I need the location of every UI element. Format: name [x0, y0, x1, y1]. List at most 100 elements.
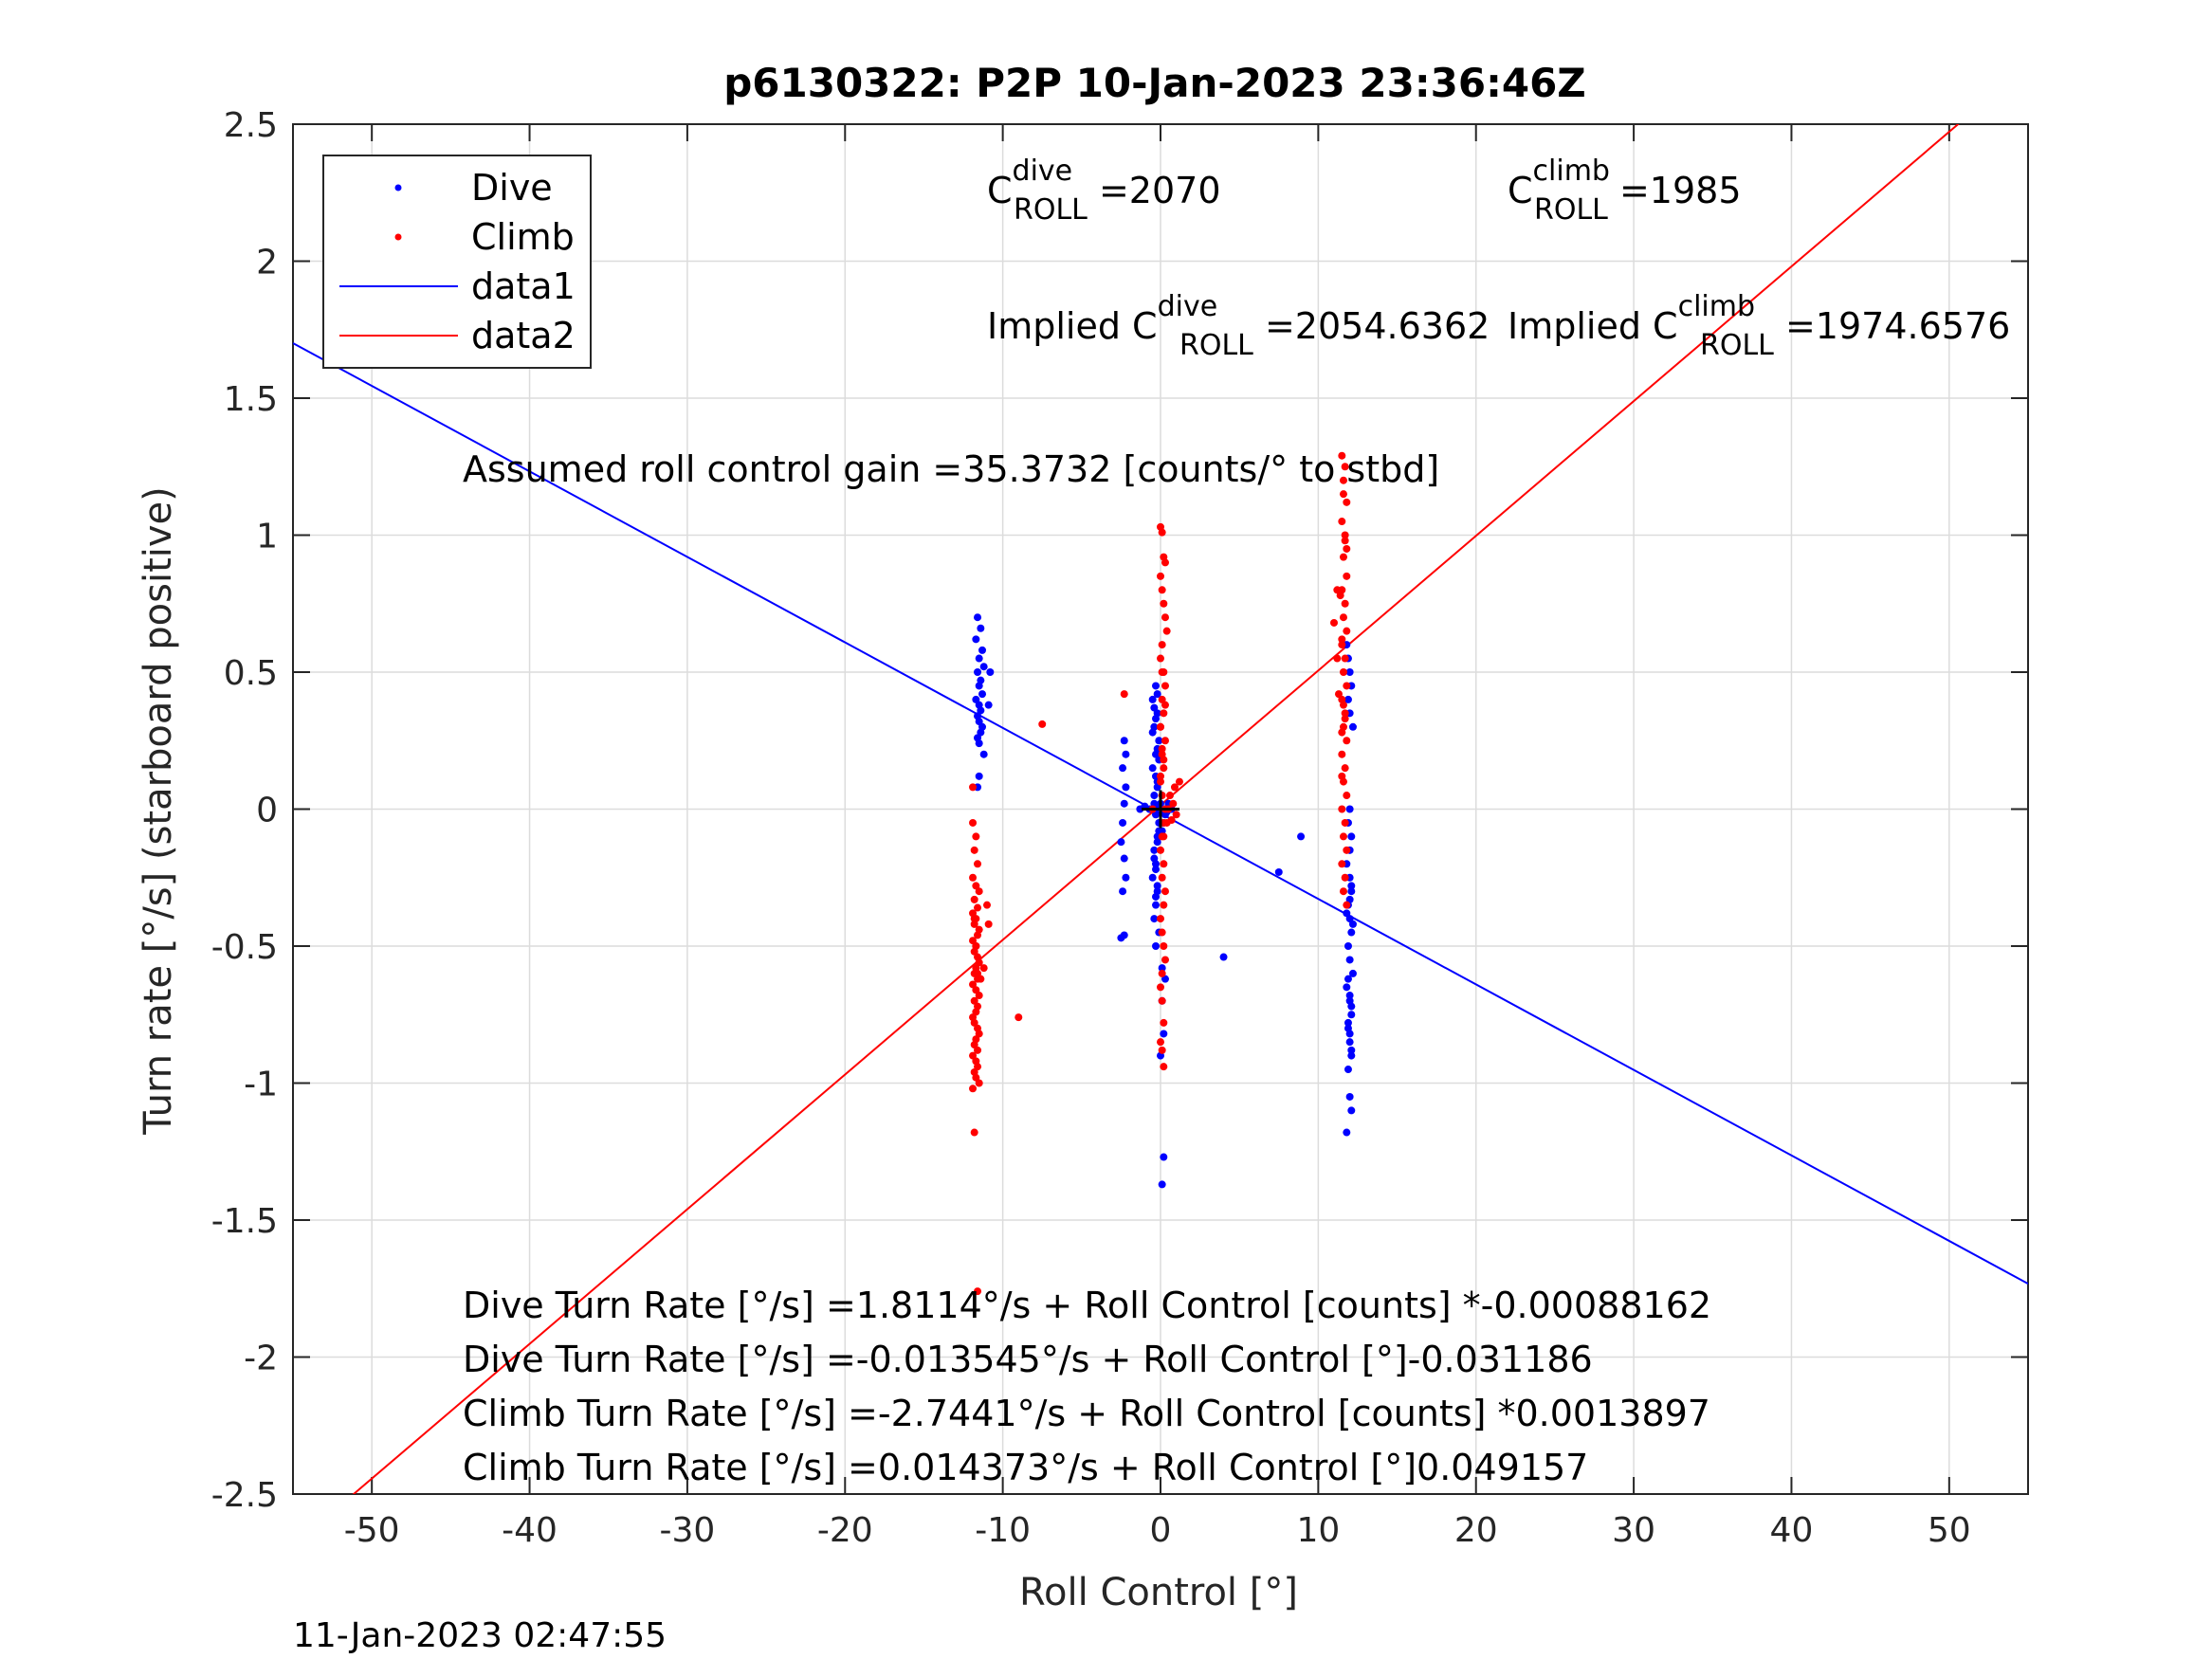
- dive-point: [975, 654, 983, 663]
- climb-point: [1161, 558, 1169, 567]
- climb-point: [1343, 737, 1351, 745]
- dive-point: [1348, 920, 1357, 928]
- climb-point: [1341, 818, 1349, 827]
- c-climb-annotation: Cclimb ROLL =1985: [1508, 155, 1742, 227]
- x-tick-label: 50: [1928, 1511, 1971, 1550]
- y-tick-label: 1.5: [224, 380, 278, 419]
- x-tick-label: 40: [1770, 1511, 1814, 1550]
- dive-point: [979, 750, 988, 758]
- dive-point: [974, 613, 982, 622]
- climb-point: [1338, 805, 1346, 813]
- dive-point: [977, 624, 985, 632]
- climb-point: [974, 1063, 982, 1071]
- legend-box: [322, 155, 592, 369]
- origin-marker: [1142, 790, 1179, 829]
- y-tick-label: -2: [244, 1340, 278, 1378]
- dive-point: [977, 706, 985, 715]
- climb-point: [1343, 901, 1351, 909]
- climb-point: [1167, 816, 1176, 825]
- climb-point: [1339, 701, 1347, 709]
- x-tick-label: -10: [975, 1511, 1031, 1550]
- climb-point: [970, 1041, 978, 1049]
- climb-point: [1160, 709, 1168, 718]
- climb-point: [1169, 799, 1178, 808]
- c-climb-sup: climb: [1533, 155, 1610, 188]
- climb-point: [975, 1030, 983, 1038]
- climb-point: [1158, 928, 1166, 937]
- y-tick-label: -0.5: [211, 928, 278, 967]
- climb-point: [1343, 682, 1351, 690]
- climb-point: [1343, 544, 1351, 553]
- climb-point: [1341, 537, 1349, 545]
- climb-point: [974, 903, 982, 912]
- climb-point: [1158, 969, 1166, 977]
- climb-point: [972, 942, 980, 950]
- climb-point: [1161, 613, 1169, 622]
- climb-point: [1158, 744, 1166, 753]
- dive-point: [975, 718, 983, 726]
- climb-point: [969, 937, 978, 945]
- dive-point: [1161, 975, 1169, 983]
- dive-point: [1150, 703, 1159, 712]
- legend-data1-label: data1: [471, 265, 576, 307]
- dive-point: [1158, 964, 1166, 973]
- climb-point: [1341, 715, 1349, 723]
- dive-point: [1345, 1038, 1354, 1047]
- c-dive-annotation: Cdive ROLL =2070: [987, 155, 1221, 227]
- climb-point: [1015, 1013, 1023, 1022]
- climb-point: [1175, 777, 1183, 786]
- climb-point: [1158, 1046, 1166, 1054]
- dive-point: [1343, 1128, 1351, 1137]
- climb-point: [1339, 832, 1347, 841]
- climb-point: [1038, 720, 1047, 728]
- climb-point: [970, 1128, 978, 1137]
- dive-point: [1152, 942, 1161, 950]
- climb-point: [972, 1073, 980, 1082]
- x-axis-label: Roll Control [°]: [1019, 1571, 1298, 1614]
- dive-point: [1150, 792, 1159, 800]
- climb-point: [1161, 682, 1169, 690]
- legend-dive-label: Dive: [471, 167, 553, 209]
- climb-point: [1338, 750, 1346, 758]
- climb-point: [970, 895, 978, 903]
- climb-point: [975, 992, 983, 1000]
- climb-point: [974, 1287, 982, 1296]
- x-tick-label: 20: [1454, 1511, 1498, 1550]
- climb-point: [970, 920, 978, 928]
- climb-point: [1161, 956, 1169, 964]
- implied-climb-prefix: Implied C: [1508, 305, 1678, 347]
- y-tick-label: -2.5: [211, 1476, 278, 1515]
- y-axis-label: Turn rate [°/s] (starboard positive): [137, 486, 180, 1136]
- dive-point: [1148, 873, 1157, 882]
- dive-point: [977, 728, 985, 737]
- climb-point: [1339, 613, 1347, 622]
- dive-point: [1344, 1066, 1352, 1074]
- y-ticks: -2.5 -2 -1.5 -1 -0.5 0 0.5 1 1.5 2 2.5: [211, 106, 2028, 1515]
- implied-climb-value: =1974.6576: [1774, 305, 2010, 347]
- climb-point: [972, 882, 980, 890]
- c-dive-sub: ROLL: [1014, 193, 1088, 227]
- implied-climb-sub: ROLL: [1700, 329, 1774, 362]
- dive-point: [984, 701, 993, 709]
- climb-point: [974, 1046, 982, 1054]
- dive-point: [1150, 846, 1159, 854]
- dive-point: [1345, 992, 1354, 1000]
- dive-point: [1152, 866, 1161, 874]
- dive-point: [1153, 838, 1161, 847]
- climb-point: [969, 980, 978, 989]
- dive-point: [1348, 722, 1357, 731]
- climb-point: [979, 964, 988, 973]
- climb-point: [1343, 498, 1351, 506]
- climb-point: [1333, 586, 1342, 594]
- climb-point: [1158, 996, 1166, 1005]
- climb-point: [1341, 654, 1349, 663]
- implied-dive-annotation: Implied Cdive ROLL =2054.6362: [987, 290, 1490, 362]
- c-dive-base: C: [987, 170, 1013, 211]
- climb-point: [1157, 572, 1164, 580]
- climb-points: [969, 451, 1351, 1296]
- climb-point: [969, 818, 978, 827]
- equation-4: Climb Turn Rate [°/s] =0.014373°/s + Rol…: [463, 1447, 1588, 1488]
- climb-point: [970, 846, 978, 854]
- x-tick-label: -40: [502, 1511, 558, 1550]
